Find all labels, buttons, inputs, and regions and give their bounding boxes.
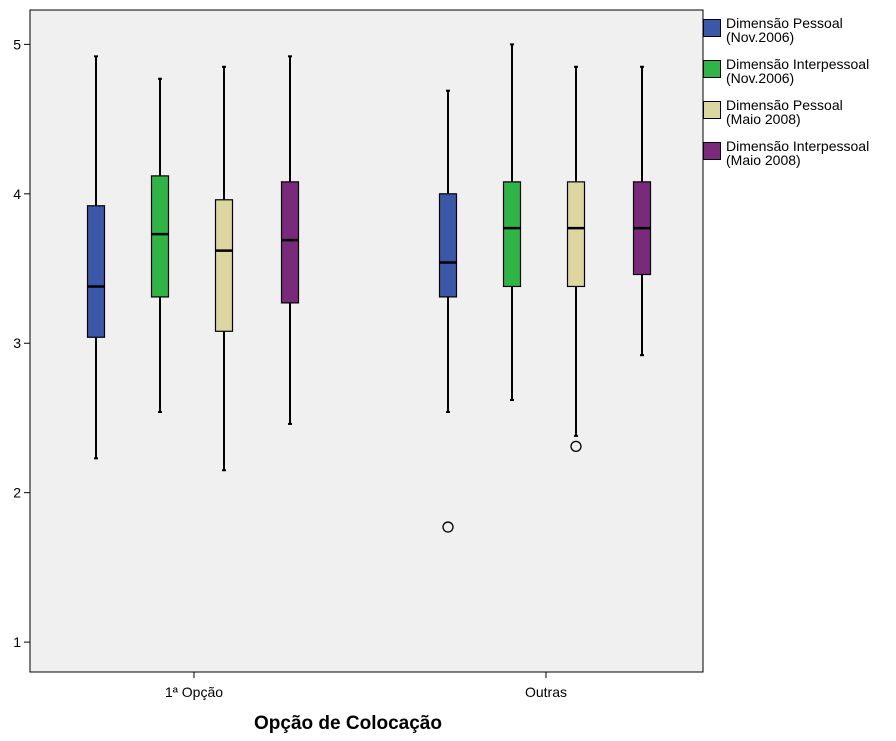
y-axis: 1 2 3 4 5 (13, 36, 30, 650)
box-body (566, 181, 586, 288)
legend-label: Dimensão Interpessoal (Nov.2006) (726, 56, 870, 86)
box-3-0 (280, 55, 300, 425)
legend-label: Dimensão Pessoal (Maio 2008) (726, 97, 843, 127)
box-body (86, 205, 106, 338)
outlier-point (442, 521, 454, 533)
box-1-0 (150, 77, 170, 413)
x-tick-label: 1ª Opção (165, 684, 223, 700)
box-group (86, 43, 652, 533)
box-1-1 (502, 43, 522, 402)
legend-swatch (703, 142, 721, 160)
box-0-0 (86, 55, 106, 460)
plot-area (29, 9, 704, 673)
box-0-1 (438, 89, 458, 533)
legend-item: Dimensão Pessoal (Nov.2006) (703, 16, 893, 57)
box-2-1 (566, 65, 586, 453)
legend-item: Dimensão Interpessoal (Maio 2008) (703, 139, 893, 180)
y-tick-label: 3 (13, 335, 21, 351)
y-tick-label: 5 (13, 36, 21, 52)
box-body (502, 181, 522, 288)
x-axis: 1ª Opção Outras (165, 672, 567, 700)
box-body (438, 193, 458, 298)
legend: Dimensão Pessoal (Nov.2006) Dimensão Inte… (703, 16, 893, 180)
y-tick-label: 1 (13, 634, 21, 650)
box-body (150, 175, 170, 298)
legend-item: Dimensão Interpessoal (Nov.2006) (703, 57, 893, 98)
box-2-0 (214, 65, 234, 472)
y-tick-label: 2 (13, 485, 21, 501)
legend-swatch (703, 60, 721, 78)
legend-swatch (703, 19, 721, 37)
box-3-1 (632, 65, 652, 357)
legend-item: Dimensão Pessoal (Maio 2008) (703, 98, 893, 139)
y-tick-label: 4 (13, 186, 21, 202)
legend-swatch (703, 101, 721, 119)
legend-label: Dimensão Pessoal (Nov.2006) (726, 15, 843, 45)
x-axis-title: Opção de Colocação (254, 713, 442, 734)
box-body (214, 199, 234, 332)
legend-label: Dimensão Interpessoal (Maio 2008) (726, 138, 870, 168)
outlier-point (570, 440, 582, 453)
x-tick-label: Outras (525, 684, 567, 700)
box-body (280, 181, 300, 304)
